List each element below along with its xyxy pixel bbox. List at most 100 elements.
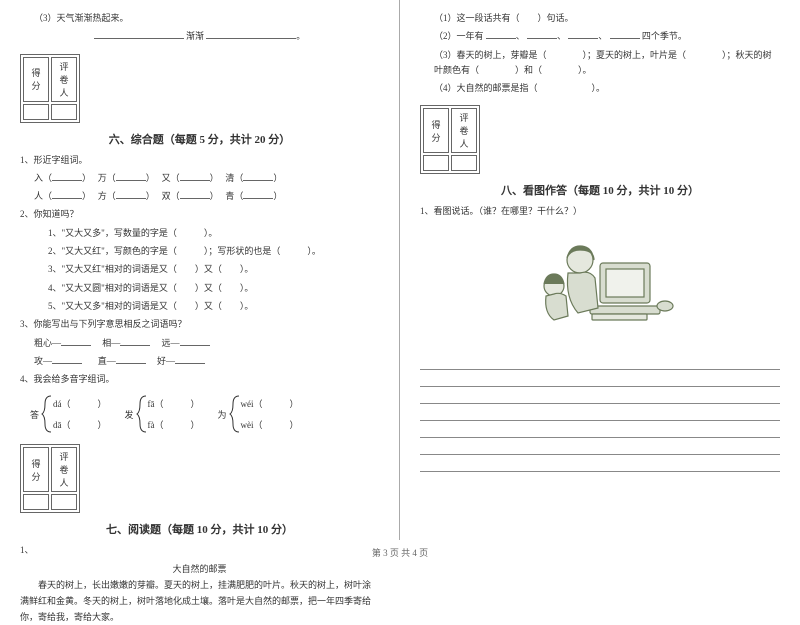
q5-3: （3）天气渐渐热起来。 xyxy=(20,11,379,26)
char-da: 答 xyxy=(30,408,39,421)
blank[interactable] xyxy=(486,29,516,39)
q6-1: 1、形近字组词。 xyxy=(20,153,379,168)
pinyin-fa2: fà（ ） xyxy=(148,418,200,431)
score-cell[interactable] xyxy=(423,155,449,171)
q7-sub1: （1）这一段话共有（ ）句话。 xyxy=(420,11,780,26)
blank[interactable] xyxy=(243,189,273,199)
grader-cell[interactable] xyxy=(451,155,477,171)
q6-2-2: 2、"又大又红"，写颜色的字是（ ）；写形状的也是（ ）。 xyxy=(20,244,379,259)
blank[interactable] xyxy=(568,29,598,39)
grader-label: 评卷人 xyxy=(451,108,477,153)
blank[interactable] xyxy=(52,354,82,364)
section-7-title: 七、阅读题（每题 10 分，共计 10 分） xyxy=(20,521,379,537)
q7-1-num: 1、 xyxy=(20,543,379,558)
blank[interactable] xyxy=(52,189,82,199)
blank[interactable] xyxy=(243,171,273,181)
q6-2-5: 5、"又大又多"相对的词语是又（ ）又（ ）。 xyxy=(20,299,379,314)
writing-line[interactable] xyxy=(420,356,780,370)
reading-passage: 春天的树上，长出嫩嫩的芽瓣。夏天的树上，挂满肥肥的叶片。秋天的树上，树叶涂满鲜红… xyxy=(20,577,379,625)
char: 人（ xyxy=(34,191,52,201)
writing-line[interactable] xyxy=(420,407,780,421)
brace-group-da: 答 dá（ ） dā（ ） xyxy=(30,394,107,434)
char: 青（ xyxy=(225,191,243,201)
writing-line[interactable] xyxy=(420,373,780,387)
section-8-title: 八、看图作答（每题 10 分，共计 10 分） xyxy=(420,182,780,198)
left-column: （3）天气渐渐热起来。 渐渐 。 得分 评卷人 六、综合题（每题 5 分，共计 … xyxy=(0,0,400,540)
blank[interactable] xyxy=(116,189,146,199)
q7-sub3: （3）春天的树上，芽瓣是（ ）；夏天的树上，叶片是（ ）；秋天的树叶颜色有（ ）… xyxy=(420,48,780,79)
label: 好— xyxy=(157,356,175,366)
pinyin-fa1: fā（ ） xyxy=(148,397,200,410)
q6-3-row2: 攻— 直— 好— xyxy=(20,354,379,369)
q6-2-1: 1、"又大又多"，写数量的字是（ ）。 xyxy=(20,226,379,241)
q6-2-4: 4、"又大又圆"相对的词语是又（ ）又（ ）。 xyxy=(20,281,379,296)
blank[interactable] xyxy=(175,354,205,364)
score-box: 得分 评卷人 xyxy=(420,105,480,174)
char: 万（ xyxy=(98,173,116,183)
blank[interactable] xyxy=(527,29,557,39)
writing-line[interactable] xyxy=(420,441,780,455)
grader-label: 评卷人 xyxy=(51,447,77,492)
score-cell[interactable] xyxy=(23,104,49,120)
paren: ） xyxy=(273,173,282,183)
writing-line[interactable] xyxy=(420,458,780,472)
paren: ） xyxy=(146,173,155,183)
pinyin-wei2: wèi（ ） xyxy=(241,418,299,431)
blank[interactable] xyxy=(180,171,210,181)
blank[interactable] xyxy=(52,171,82,181)
q6-2-3: 3、"又大又红"相对的词语是又（ ）又（ ）。 xyxy=(20,262,379,277)
char: 清（ xyxy=(225,173,243,183)
label: 直— xyxy=(98,356,116,366)
score-label: 得分 xyxy=(23,57,49,102)
writing-lines[interactable] xyxy=(420,356,780,472)
char-wei: 为 xyxy=(218,408,227,421)
mother-child-computer-illustration xyxy=(510,228,690,348)
polyphonic-row: 答 dá（ ） dā（ ） 发 fā（ ） fà（ ） 为 wéi（ ） wèi… xyxy=(30,390,379,438)
blank[interactable] xyxy=(116,354,146,364)
grader-cell[interactable] xyxy=(51,104,77,120)
writing-line[interactable] xyxy=(420,424,780,438)
char: 又（ xyxy=(162,173,180,183)
char-fa: 发 xyxy=(125,408,134,421)
blank[interactable] xyxy=(180,189,210,199)
brace-icon xyxy=(136,394,148,434)
paren: ） xyxy=(210,173,219,183)
q7-sub2: （2）一年有 、 、 、 四个季节。 xyxy=(420,29,780,44)
blank[interactable] xyxy=(206,29,296,39)
pinyin-da1: dá（ ） xyxy=(53,397,107,410)
char: 双（ xyxy=(162,191,180,201)
grader-cell[interactable] xyxy=(51,494,77,510)
label: 攻— xyxy=(34,356,52,366)
q8-1: 1、看图说话。（谁？在哪里？干什么？） xyxy=(420,204,780,219)
blank[interactable] xyxy=(180,336,210,346)
q6-3-row1: 粗心— 相— 远— xyxy=(20,336,379,351)
paren: ） xyxy=(82,173,91,183)
score-box: 得分 评卷人 xyxy=(20,54,80,123)
pinyin-da2: dā（ ） xyxy=(53,418,107,431)
text: （2）一年有 xyxy=(434,31,484,41)
right-column: （1）这一段话共有（ ）句话。 （2）一年有 、 、 、 四个季节。 （3）春天… xyxy=(400,0,800,540)
blank[interactable] xyxy=(94,29,184,39)
blank[interactable] xyxy=(610,29,640,39)
label: 粗心— xyxy=(34,338,61,348)
section-6-title: 六、综合题（每题 5 分，共计 20 分） xyxy=(20,131,379,147)
q6-1-row2: 人（） 方（） 双（） 青（） xyxy=(20,189,379,204)
blank[interactable] xyxy=(116,171,146,181)
char: 入（ xyxy=(34,173,52,183)
blank[interactable] xyxy=(61,336,91,346)
paren: ） xyxy=(210,191,219,201)
text: 四个季节。 xyxy=(642,31,687,41)
writing-line[interactable] xyxy=(420,390,780,404)
q6-1-row1: 入（ ） 万（ ） 又（ ） 清（ ） xyxy=(20,171,379,186)
q7-sub4: （4）大自然的邮票是指（ ）。 xyxy=(420,81,780,96)
q6-4: 4、我会给多音字组词。 xyxy=(20,372,379,387)
paren: ） xyxy=(273,191,282,201)
paren: ） xyxy=(146,191,155,201)
label: 相— xyxy=(102,338,120,348)
brace-group-wei: 为 wéi（ ） wèi（ ） xyxy=(218,394,299,434)
score-cell[interactable] xyxy=(23,494,49,510)
pinyin-wei1: wéi（ ） xyxy=(241,397,299,410)
q5-3-blank-line: 渐渐 。 xyxy=(20,29,379,44)
blank[interactable] xyxy=(120,336,150,346)
label: 远— xyxy=(162,338,180,348)
